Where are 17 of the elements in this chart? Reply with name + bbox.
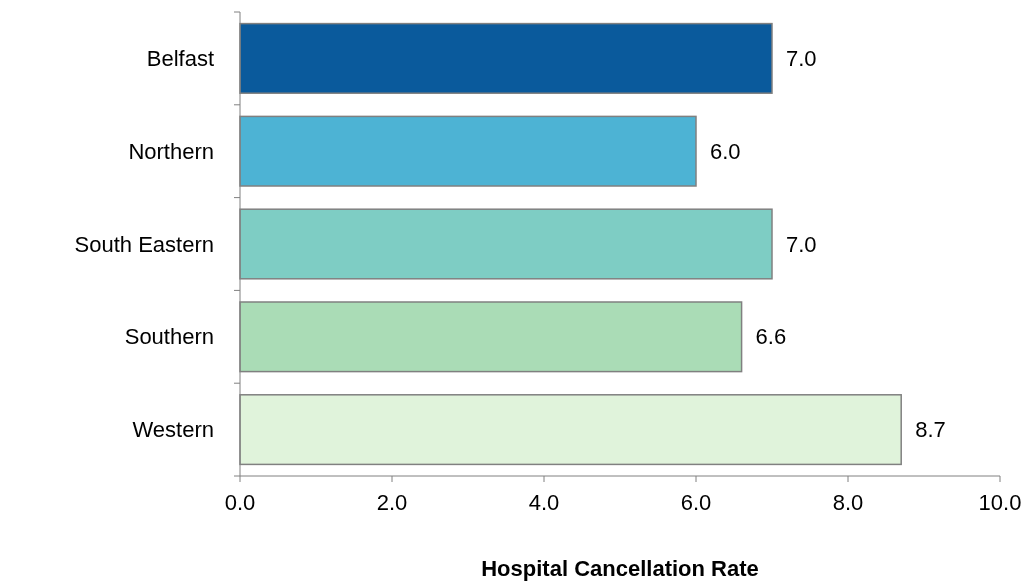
x-tick-label: 10.0 bbox=[978, 490, 1022, 515]
data-label: 7.0 bbox=[786, 45, 817, 71]
y-tick-label: South Eastern bbox=[74, 231, 214, 257]
x-axis-title: Hospital Cancellation Rate bbox=[481, 556, 759, 581]
data-label: 6.6 bbox=[755, 324, 787, 350]
x-tick-label: 8.0 bbox=[832, 490, 864, 515]
x-tick-label: 2.0 bbox=[376, 490, 408, 515]
data-label: 8.7 bbox=[915, 417, 946, 443]
data-label: 7.0 bbox=[786, 231, 817, 257]
data-label: 6.0 bbox=[710, 138, 741, 164]
y-tick-label: Southern bbox=[124, 324, 214, 350]
x-tick-label: 4.0 bbox=[528, 490, 560, 515]
y-tick-label: Western bbox=[132, 417, 214, 443]
y-tick-label: Northern bbox=[128, 138, 214, 164]
x-tick-label: 0.0 bbox=[224, 490, 256, 515]
y-tick-label: Belfast bbox=[146, 45, 214, 71]
x-tick-label: 6.0 bbox=[680, 490, 712, 515]
